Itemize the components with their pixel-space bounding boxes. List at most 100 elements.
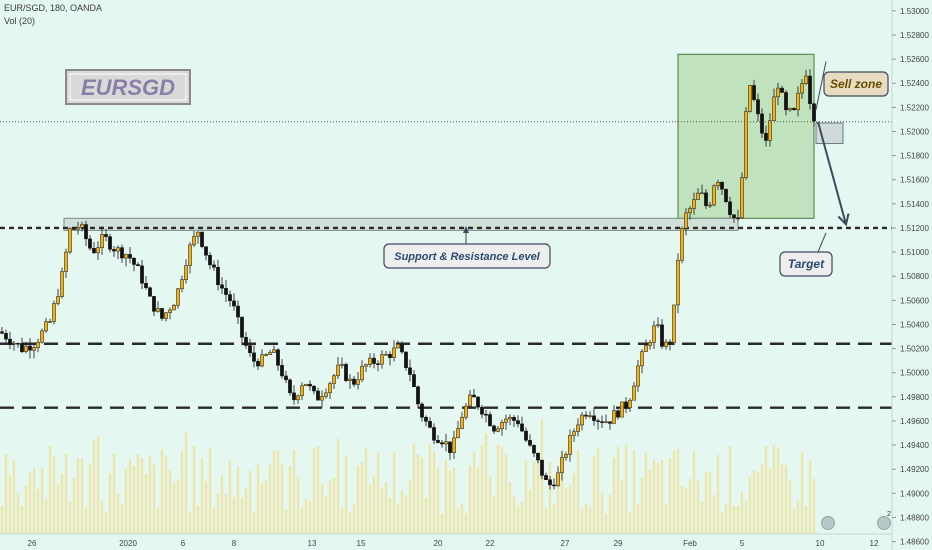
volume-bar <box>60 473 64 534</box>
volume-bar <box>192 445 196 534</box>
candle-body <box>612 410 616 424</box>
candle-body <box>660 324 664 347</box>
candle-body <box>96 247 100 254</box>
candle-body <box>624 401 628 409</box>
volume-bar <box>764 446 768 534</box>
volume-bar <box>104 512 108 534</box>
candle-body <box>788 108 792 111</box>
volume-bar <box>656 462 660 534</box>
volume-bar <box>596 448 600 534</box>
volume-bar <box>252 512 256 534</box>
volume-bar <box>588 506 592 534</box>
time-tick-label: 22 <box>486 539 495 548</box>
volume-bar <box>136 454 140 534</box>
volume-bar <box>12 460 16 534</box>
price-tick-label: 1.49200 <box>900 465 929 474</box>
volume-bar <box>116 493 120 534</box>
candle-body <box>596 420 600 422</box>
volume-bar <box>32 468 36 534</box>
settings-circle-icon[interactable] <box>821 516 835 530</box>
volume-bar <box>352 504 356 534</box>
candle-body <box>364 364 368 367</box>
candle-body <box>16 342 20 345</box>
title-text: EURSGD <box>81 75 175 100</box>
volume-bar <box>544 507 548 534</box>
volume-bar <box>92 439 96 534</box>
candle-body <box>520 423 524 432</box>
price-axis[interactable]: 1.53000 1.52800 1.52600 1.52400 1.52200 1.520… <box>892 7 929 547</box>
candle-body <box>544 475 548 480</box>
volume-bar <box>528 489 532 534</box>
candle-body <box>812 103 816 122</box>
volume-bar <box>320 484 324 534</box>
candle-body <box>104 234 108 237</box>
candle-body <box>292 392 296 401</box>
volume-bar <box>736 505 740 534</box>
time-tick-label: 13 <box>308 539 317 548</box>
volume-bar <box>600 493 604 534</box>
symbol-line: EUR/SGD, 180, OANDA <box>4 3 103 13</box>
volume-bar <box>96 436 100 534</box>
candle-body <box>740 177 744 219</box>
candle-body <box>436 439 440 443</box>
candle-body <box>352 378 356 385</box>
candle-body <box>644 345 648 352</box>
time-tick-label: 26 <box>28 539 37 548</box>
volume-bar <box>292 449 296 534</box>
candle-body <box>552 484 556 487</box>
candle-body <box>176 288 180 306</box>
candle-body <box>24 345 28 353</box>
price-tick-label: 1.52800 <box>900 31 929 40</box>
time-axis[interactable]: 26 2020 6 8 13 15 20 22 27 29 Feb 5 10 12 <box>28 539 879 548</box>
volume-bar <box>760 464 764 534</box>
candle-body <box>208 255 212 266</box>
candle-body <box>316 390 320 401</box>
pane-count-icon[interactable]: 2 <box>877 511 891 530</box>
volume-bar <box>328 480 332 534</box>
candle-body <box>184 265 188 280</box>
candle-body <box>424 416 428 422</box>
volume-line: Vol (20) <box>4 16 36 26</box>
volume-bar <box>632 450 636 534</box>
candle-body <box>752 85 756 100</box>
volume-bar <box>144 474 148 534</box>
volume-bar <box>196 505 200 534</box>
candle-body <box>392 347 396 358</box>
volume-bar <box>412 443 416 534</box>
candle-body <box>252 352 256 362</box>
candle-body <box>524 430 528 441</box>
candle-body <box>700 192 704 195</box>
candle-body <box>556 472 560 487</box>
volume-bar <box>0 505 4 534</box>
volume-bar <box>516 506 520 534</box>
volume-bar <box>148 455 152 534</box>
volume-bar <box>88 464 92 534</box>
price-tick-label: 1.51000 <box>900 248 929 257</box>
candle-body <box>600 421 604 423</box>
candle-body <box>336 364 340 377</box>
price-tick-label: 1.52400 <box>900 79 929 88</box>
candle-body <box>588 415 592 418</box>
price-tick-label: 1.50600 <box>900 296 929 305</box>
volume-bar <box>552 503 556 534</box>
candle-body <box>632 385 636 401</box>
volume-bar <box>308 500 312 534</box>
target-arrow-head <box>837 213 850 227</box>
price-tick-label: 1.52200 <box>900 103 929 112</box>
candle-body <box>164 312 168 319</box>
volume-bar <box>492 496 496 534</box>
candle-body <box>236 305 240 318</box>
candle-body <box>760 113 764 134</box>
volume-bar <box>616 446 620 534</box>
volume-bar <box>224 494 228 534</box>
candle-body <box>696 192 700 200</box>
time-tick-label: 29 <box>614 539 623 548</box>
volume-layer <box>0 419 816 534</box>
volume-bar <box>256 464 260 534</box>
candle-body <box>324 392 328 397</box>
candle-body <box>264 354 268 356</box>
candle-body <box>32 347 36 351</box>
volume-bar <box>504 454 508 534</box>
candle-body <box>468 394 472 407</box>
